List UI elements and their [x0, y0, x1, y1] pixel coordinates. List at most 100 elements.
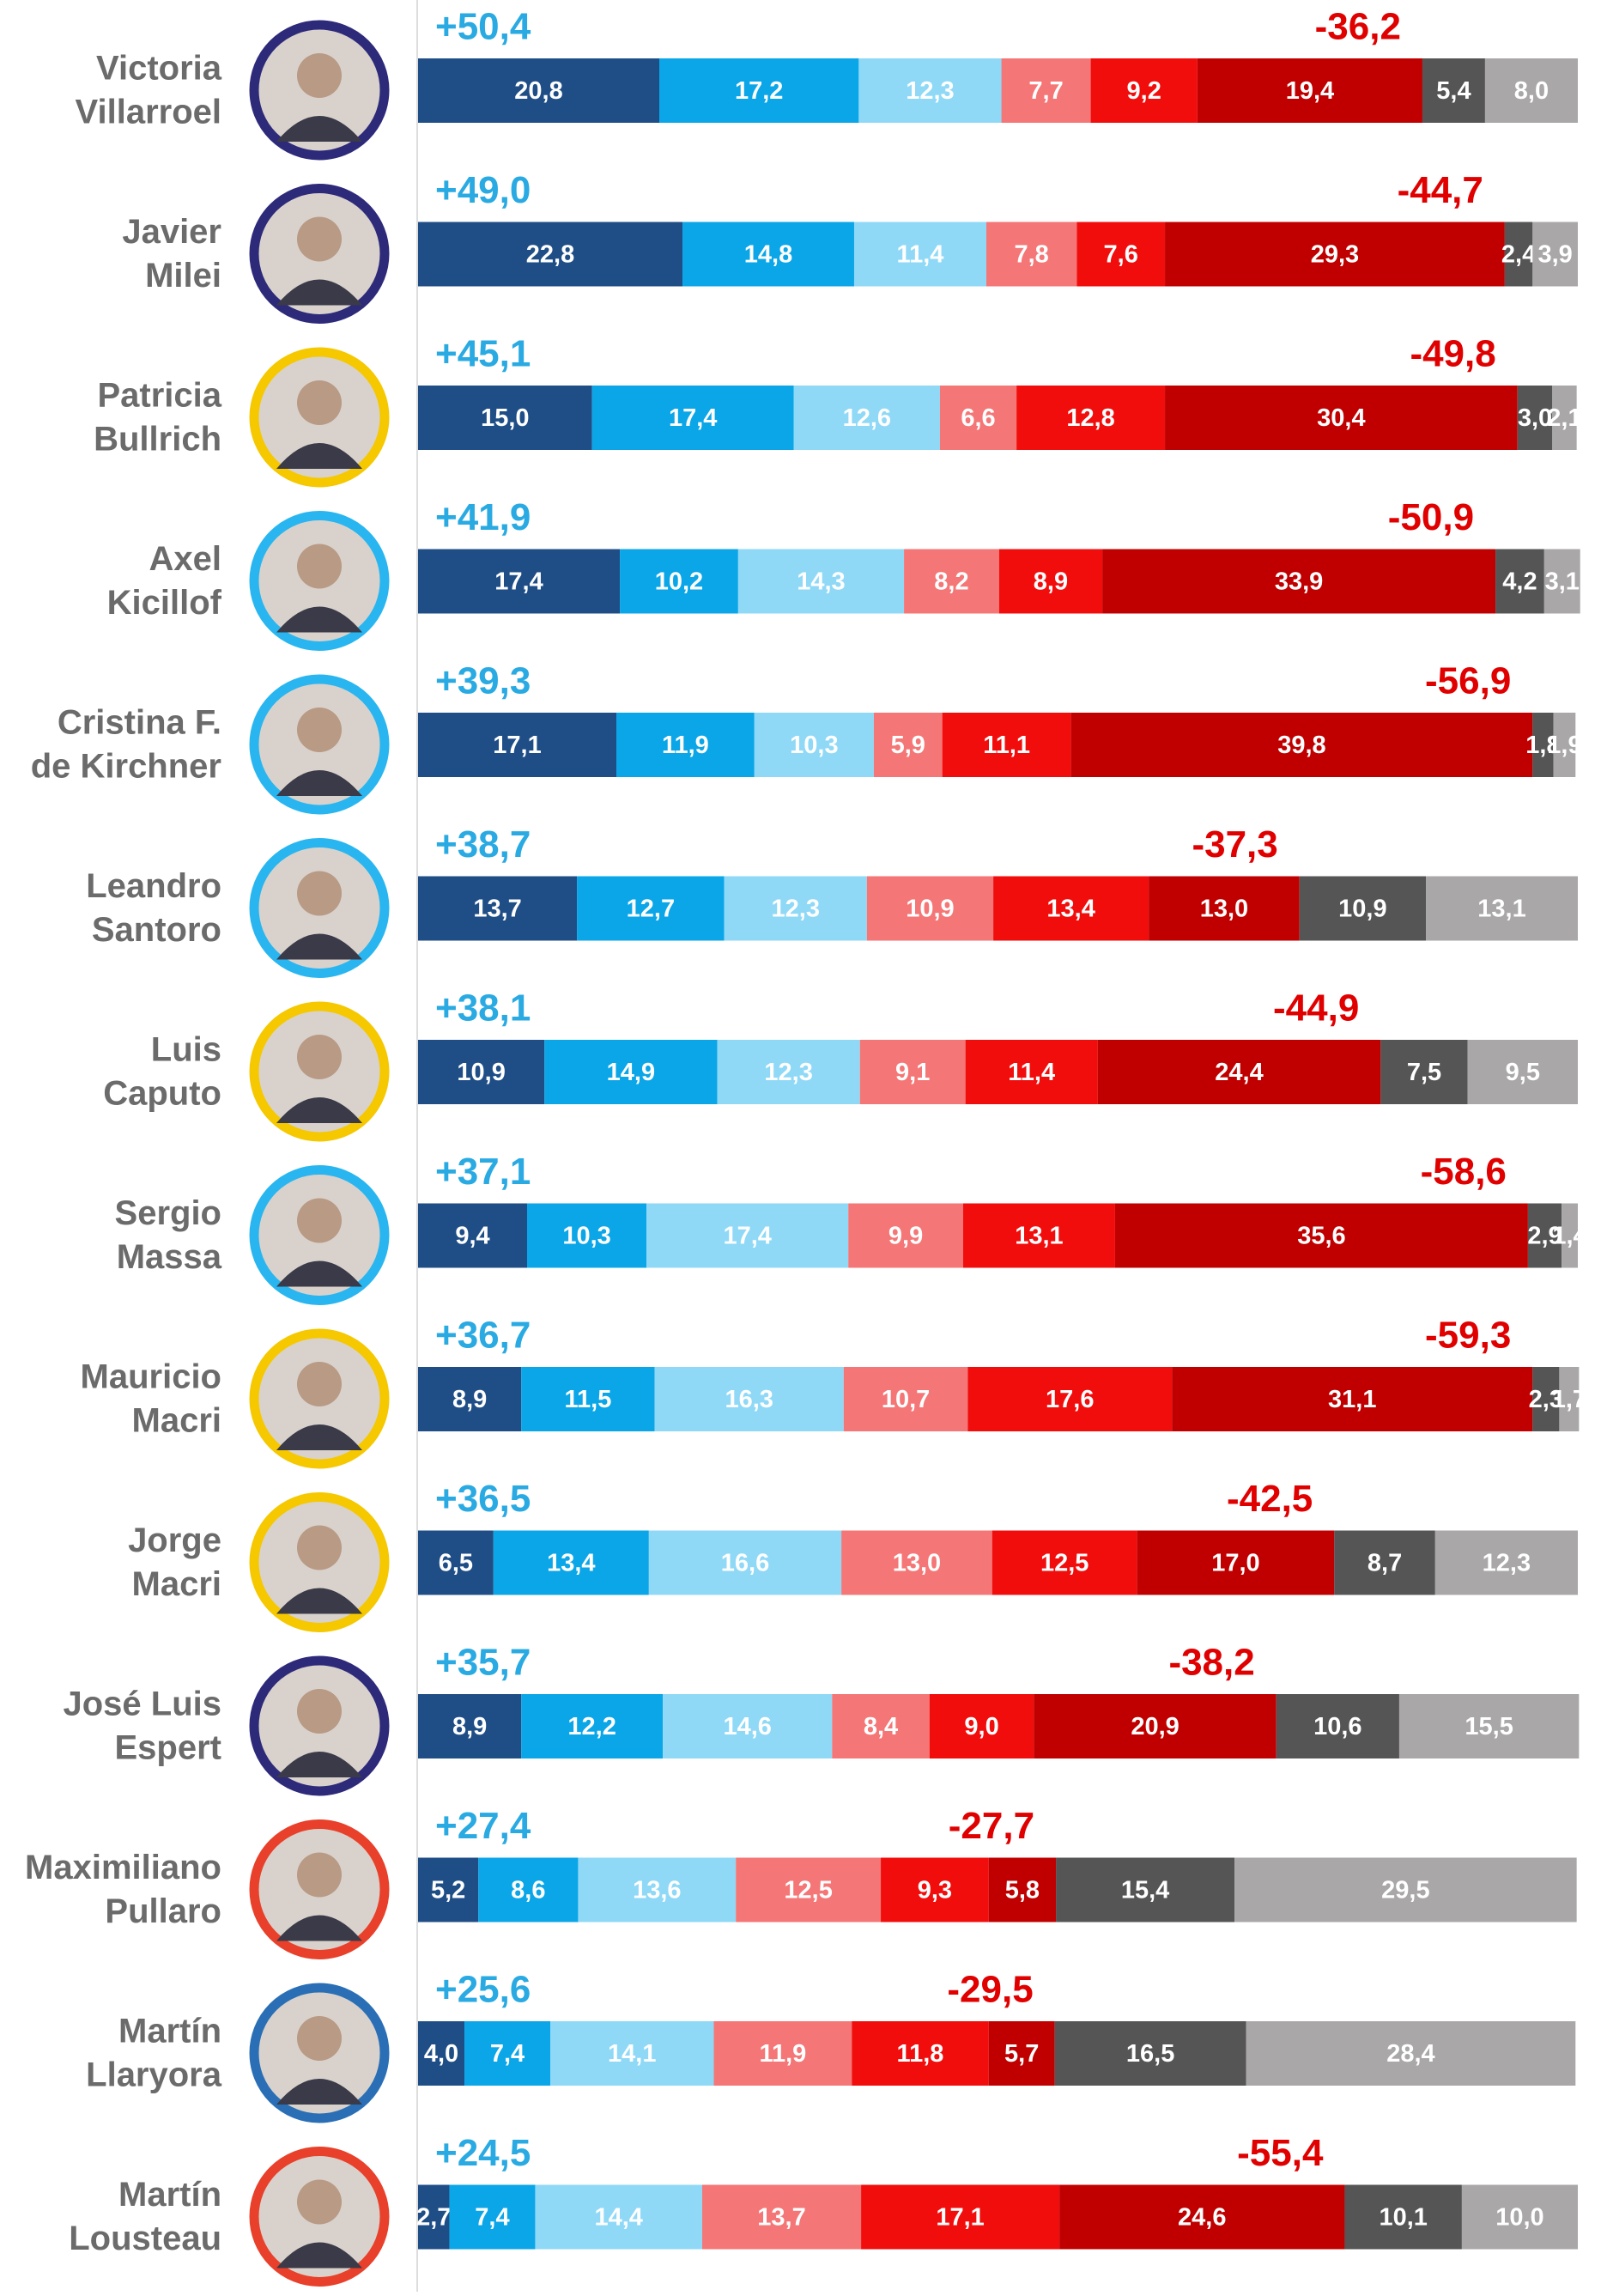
- candidate-name: Pullaro: [105, 1892, 221, 1930]
- positive-total: +39,3: [435, 660, 531, 702]
- positive-total: +41,9: [435, 496, 531, 538]
- segment-label: 17,0: [1211, 1550, 1259, 1577]
- segment-label: 12,8: [1066, 404, 1114, 432]
- segment-label: 8,2: [934, 568, 968, 596]
- negative-total: -27,7: [949, 1805, 1034, 1847]
- photo-head: [297, 708, 342, 752]
- negative-total: -55,4: [1237, 2132, 1324, 2174]
- segment-label: 10,9: [906, 896, 954, 923]
- candidate-name: José Luis: [63, 1686, 221, 1723]
- segment-label: 9,3: [918, 1877, 952, 1904]
- segment-label: 17,1: [493, 732, 541, 759]
- segment-label: 6,5: [439, 1550, 473, 1577]
- segment-label: 16,3: [725, 1386, 773, 1413]
- segment-label: 14,9: [607, 1059, 655, 1086]
- segment-label: 1,7: [1552, 1386, 1586, 1413]
- negative-total: -38,2: [1168, 1642, 1254, 1684]
- segment-label: 5,7: [1004, 2040, 1039, 2068]
- candidate-name: Maximiliano: [25, 1849, 221, 1886]
- segment-label: 15,5: [1465, 1713, 1513, 1740]
- photo-head: [297, 544, 342, 589]
- segment-label: 8,7: [1368, 1550, 1402, 1577]
- segment-label: 2,4: [1501, 241, 1536, 269]
- segment-label: 7,7: [1028, 77, 1063, 105]
- segment-label: 8,9: [1034, 568, 1068, 596]
- segment-label: 12,3: [764, 1059, 812, 1086]
- photo-head: [297, 53, 342, 98]
- segment-label: 16,6: [721, 1550, 769, 1577]
- segment-label: 12,3: [1483, 1550, 1531, 1577]
- segment-label: 15,4: [1121, 1877, 1169, 1904]
- segment-label: 17,2: [735, 77, 783, 105]
- segment-label: 10,6: [1313, 1713, 1361, 1740]
- segment-label: 1,9: [1547, 732, 1581, 759]
- segment-label: 14,3: [797, 568, 845, 596]
- segment-label: 10,3: [790, 732, 838, 759]
- segment-label: 11,9: [662, 732, 709, 759]
- candidate-name: Macri: [132, 1565, 222, 1603]
- positive-total: +24,5: [435, 2132, 531, 2174]
- segment-label: 7,4: [490, 2040, 525, 2068]
- photo-head: [297, 217, 342, 262]
- segment-label: 13,1: [1477, 896, 1525, 923]
- negative-total: -29,5: [947, 1969, 1033, 2011]
- segment-label: 11,8: [897, 2040, 944, 2068]
- negative-total: -36,2: [1315, 6, 1401, 48]
- segment-label: 17,6: [1046, 1386, 1094, 1413]
- candidate-name: Massa: [117, 1238, 222, 1276]
- segment-label: 17,4: [669, 404, 717, 432]
- positive-total: +50,4: [435, 6, 531, 48]
- segment-label: 10,0: [1495, 2204, 1543, 2232]
- segment-label: 5,8: [1005, 1877, 1040, 1904]
- segment-label: 12,2: [567, 1713, 616, 1740]
- segment-label: 20,9: [1131, 1713, 1179, 1740]
- negative-total: -37,3: [1192, 823, 1277, 866]
- segment-label: 8,4: [864, 1713, 898, 1740]
- segment-label: 13,1: [1015, 1223, 1063, 1250]
- segment-label: 31,1: [1328, 1386, 1376, 1413]
- segment-label: 7,4: [475, 2204, 509, 2232]
- chart: VictoriaVillarroel20,817,212,37,79,219,4…: [0, 0, 1601, 2292]
- segment-label: 28,4: [1386, 2040, 1434, 2068]
- segment-label: 14,1: [608, 2040, 656, 2068]
- segment-label: 9,2: [1127, 77, 1161, 105]
- candidate-name: Leandro: [86, 867, 221, 905]
- photo-head: [297, 1035, 342, 1079]
- segment-label: 12,5: [1040, 1550, 1089, 1577]
- candidate-name: Javier: [122, 213, 221, 251]
- segment-label: 15,0: [481, 404, 529, 432]
- candidate-name: Victoria: [96, 50, 222, 88]
- segment-label: 9,1: [895, 1059, 930, 1086]
- photo-head: [297, 1853, 342, 1898]
- segment-label: 13,7: [473, 896, 521, 923]
- segment-label: 4,2: [1502, 568, 1537, 596]
- candidate-name: Jorge: [128, 1522, 221, 1559]
- segment-label: 30,4: [1317, 404, 1365, 432]
- positive-total: +37,1: [435, 1151, 531, 1193]
- segment-label: 9,9: [888, 1223, 923, 1250]
- candidate-name: Kicillof: [107, 584, 222, 622]
- segment-label: 2,7: [416, 2204, 451, 2232]
- segment-label: 19,4: [1286, 77, 1334, 105]
- candidate-name: Lousteau: [69, 2220, 221, 2257]
- positive-total: +25,6: [435, 1969, 531, 2011]
- segment-label: 10,3: [562, 1223, 610, 1250]
- segment-label: 13,4: [1046, 896, 1095, 923]
- photo-head: [297, 380, 342, 425]
- segment-label: 11,9: [759, 2040, 806, 2068]
- segment-label: 5,2: [431, 1877, 465, 1904]
- segment-label: 11,5: [564, 1386, 611, 1413]
- segment-label: 13,4: [547, 1550, 595, 1577]
- segment-label: 11,4: [897, 241, 944, 269]
- candidate-name: de Kirchner: [31, 748, 221, 786]
- segment-label: 10,9: [1338, 896, 1386, 923]
- positive-total: +45,1: [435, 333, 531, 375]
- candidate-name: Martín: [118, 2176, 221, 2214]
- segment-label: 12,3: [906, 77, 954, 105]
- segment-label: 6,6: [961, 404, 995, 432]
- photo-head: [297, 1526, 342, 1570]
- segment-label: 16,5: [1126, 2040, 1174, 2068]
- negative-total: -44,7: [1398, 169, 1483, 211]
- segment-label: 29,3: [1311, 241, 1359, 269]
- segment-label: 29,5: [1381, 1877, 1429, 1904]
